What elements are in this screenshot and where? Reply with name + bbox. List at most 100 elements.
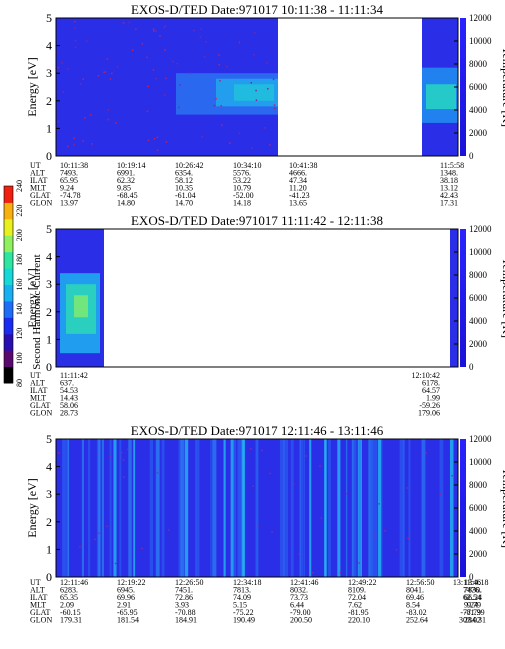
table-cell: 69.46 bbox=[406, 593, 424, 602]
colorbar-tick-label: 200 bbox=[15, 229, 24, 241]
ytick-label: 3 bbox=[46, 277, 52, 291]
stripe bbox=[133, 439, 136, 577]
noise-dot bbox=[57, 466, 59, 469]
table-cell: 8.54 bbox=[406, 601, 420, 610]
noise-dot bbox=[115, 122, 117, 124]
noise-dot bbox=[439, 493, 441, 496]
stripe bbox=[302, 439, 304, 577]
row-label: GLAT bbox=[30, 608, 51, 617]
stripe bbox=[241, 439, 244, 577]
noise-dot bbox=[73, 20, 76, 23]
table-cell: 13.97 bbox=[60, 199, 78, 208]
noise-dot bbox=[269, 472, 272, 475]
ytick-label: 0 bbox=[46, 360, 52, 374]
table-cell: 6283. bbox=[60, 586, 78, 595]
noise-dot bbox=[106, 525, 108, 528]
table-cell: 6945. bbox=[117, 586, 135, 595]
ytick-right-label: 6000 bbox=[469, 293, 488, 303]
ytick-label: 2 bbox=[46, 94, 52, 108]
colorbar-tick-label: 180 bbox=[15, 254, 24, 266]
noise-dot bbox=[273, 107, 276, 110]
ytick-right-label: 4000 bbox=[469, 316, 488, 326]
colorbar-tick-label: 220 bbox=[15, 205, 24, 217]
row-label: GLAT bbox=[30, 191, 51, 200]
stripe bbox=[351, 439, 355, 577]
spectrogram bbox=[56, 229, 458, 367]
colorbar-segment bbox=[4, 202, 13, 220]
noise-dot bbox=[82, 78, 85, 80]
noise-dot bbox=[155, 30, 157, 32]
temperature-bar bbox=[460, 18, 466, 156]
noise-dot bbox=[165, 141, 168, 143]
noise-dot bbox=[272, 78, 275, 81]
ylabel-right: Temperature [K] bbox=[500, 258, 505, 338]
noise-dot bbox=[79, 545, 81, 548]
noise-dot bbox=[74, 46, 77, 49]
ytick-right-label: 8000 bbox=[469, 480, 488, 490]
noise-dot bbox=[67, 68, 69, 70]
stripe bbox=[230, 439, 234, 577]
stripe bbox=[119, 439, 122, 577]
table-cell: 190.49 bbox=[233, 616, 255, 625]
ytick-label: 5 bbox=[46, 432, 52, 446]
stripe bbox=[255, 439, 259, 577]
stripe bbox=[211, 439, 214, 577]
table-cell: 28.73 bbox=[60, 409, 78, 418]
stripe bbox=[303, 439, 305, 577]
table-cell: 72.04 bbox=[348, 593, 366, 602]
table-cell: -61.04 bbox=[175, 191, 196, 200]
table-cell: 7493. bbox=[60, 169, 78, 178]
noise-dot bbox=[238, 40, 241, 43]
table-cell: 12:11:46 bbox=[60, 578, 88, 587]
stripe bbox=[184, 439, 189, 577]
table-cell: 9.24 bbox=[60, 184, 74, 193]
colorbar-label: Second Harmonic Current bbox=[31, 254, 43, 369]
row-label: GLON bbox=[30, 616, 52, 625]
table-cell: -77.79 bbox=[460, 608, 481, 617]
stripe bbox=[81, 439, 84, 577]
noise-dot bbox=[153, 138, 156, 140]
table-cell: -81.39 bbox=[464, 608, 485, 617]
noise-dot bbox=[159, 35, 161, 37]
panel-1: EXOS-D/TED Date:971017 10:11:38 - 11:11:… bbox=[25, 2, 505, 208]
table-cell: -70.88 bbox=[175, 608, 196, 617]
ytick-label: 2 bbox=[46, 305, 52, 319]
stripe bbox=[449, 439, 454, 577]
stripe bbox=[408, 439, 411, 577]
noise-dot bbox=[127, 448, 129, 451]
noise-dot bbox=[58, 452, 60, 454]
table-cell: 64.57 bbox=[422, 386, 440, 395]
row-label: MLT bbox=[30, 601, 46, 610]
table-cell: 9.85 bbox=[117, 184, 131, 193]
colorbar-frame bbox=[3, 185, 14, 384]
panel-2: EXOS-D/TED Date:971017 11:11:42 - 12:11:… bbox=[25, 213, 505, 418]
noise-dot bbox=[163, 26, 165, 29]
noise-dot bbox=[108, 119, 110, 121]
stripe bbox=[309, 439, 312, 577]
colorbar-segment bbox=[4, 218, 13, 236]
colorbar-segment bbox=[4, 268, 13, 285]
stripe bbox=[223, 439, 226, 577]
noise-dot bbox=[251, 146, 253, 149]
table-cell: 303.02 bbox=[459, 616, 481, 625]
stripe bbox=[369, 439, 374, 577]
noise-dot bbox=[261, 449, 263, 452]
table-cell: 2.09 bbox=[60, 601, 74, 610]
ytick-right-label: 4000 bbox=[469, 105, 488, 115]
table-cell: -59.26 bbox=[419, 401, 440, 410]
stripe bbox=[400, 439, 404, 577]
noise-dot bbox=[255, 99, 258, 101]
noise-dot bbox=[86, 40, 88, 42]
noise-dot bbox=[250, 82, 253, 84]
colorbar-segment bbox=[4, 300, 13, 318]
noise-dot bbox=[220, 105, 222, 107]
ylabel: Energy [eV] bbox=[25, 57, 39, 116]
row-label: MLT bbox=[30, 184, 46, 193]
noise-dot bbox=[193, 29, 195, 32]
table-cell: 284.31 bbox=[464, 616, 486, 625]
table-cell: 13:4:18 bbox=[464, 578, 488, 587]
noise-dot bbox=[221, 124, 223, 126]
stripe bbox=[243, 439, 246, 577]
noise-dot bbox=[73, 137, 75, 140]
table-cell: 8032. bbox=[290, 586, 308, 595]
